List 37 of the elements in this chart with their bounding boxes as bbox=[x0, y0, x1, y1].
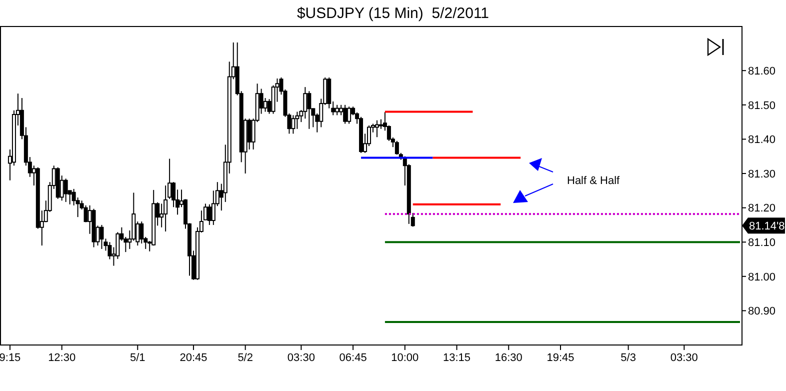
x-tick-label: 06:45 bbox=[339, 352, 367, 364]
candlestick bbox=[207, 204, 212, 226]
x-tick-label: 20:45 bbox=[180, 352, 208, 364]
candlestick bbox=[100, 224, 104, 250]
candlestick bbox=[343, 104, 348, 124]
candlestick bbox=[307, 90, 312, 130]
x-tick-label: 5/2 bbox=[238, 352, 253, 364]
x-tick-label: 9:15 bbox=[0, 352, 21, 364]
x-tick-label: 03:30 bbox=[287, 352, 315, 364]
y-tick-label: 81.20 bbox=[748, 202, 776, 215]
y-tick-label: 81.00 bbox=[748, 271, 776, 284]
x-tick-label: 5/1 bbox=[130, 352, 146, 364]
chart-title: $USDJPY (15 Min) 5/2/2011 bbox=[296, 5, 490, 22]
candlestick bbox=[335, 104, 340, 116]
candlestick bbox=[347, 106, 352, 124]
candlestick bbox=[291, 114, 296, 134]
annotation: Half & Half bbox=[567, 175, 621, 187]
y-tick-label: 81.60 bbox=[748, 65, 776, 78]
text: 81.14'8 bbox=[749, 220, 785, 233]
x-tick-label: 5/3 bbox=[620, 352, 636, 364]
candlestick bbox=[247, 118, 252, 150]
candlestick bbox=[378, 118, 383, 130]
candlestick bbox=[64, 178, 68, 202]
x-tick-label: 13:15 bbox=[443, 352, 471, 364]
x-tick-label: 12:30 bbox=[48, 352, 76, 364]
y-tick-label: 80.90 bbox=[748, 306, 776, 318]
y-tick-label: 81.50 bbox=[748, 100, 776, 112]
y-tick-label: 81.10 bbox=[748, 237, 776, 249]
x-tick-label: 03:30 bbox=[670, 352, 698, 364]
x-tick-label: 10:00 bbox=[391, 352, 419, 364]
candlestick bbox=[164, 185, 168, 232]
y-tick-label: 81.40 bbox=[748, 134, 776, 146]
y-tick-label: 81.30 bbox=[748, 168, 776, 180]
candlestick bbox=[374, 120, 379, 138]
candlestick bbox=[295, 111, 300, 130]
x-tick-label: 19:45 bbox=[546, 352, 574, 364]
x-tick-label: 16:30 bbox=[494, 352, 522, 364]
